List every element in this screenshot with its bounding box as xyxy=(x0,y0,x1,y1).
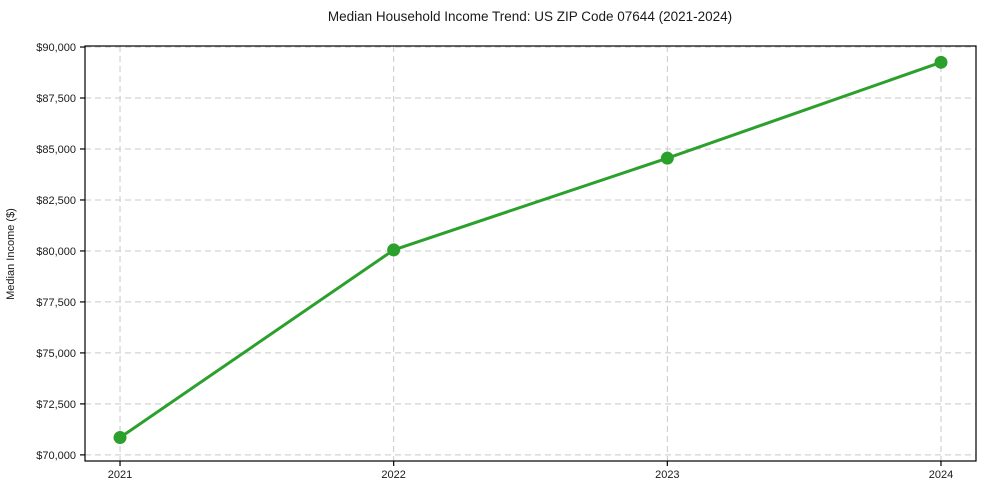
y-tick-label: $85,000 xyxy=(36,144,76,156)
y-tick-label: $70,000 xyxy=(36,450,76,462)
x-tick-label: 2023 xyxy=(655,469,679,481)
y-axis-label: Median Income ($) xyxy=(5,208,17,300)
chart-title: Median Household Income Trend: US ZIP Co… xyxy=(328,9,732,24)
data-point-marker xyxy=(387,243,401,257)
y-tick-label: $77,500 xyxy=(36,297,76,309)
trend-line xyxy=(118,60,943,440)
y-tick-label: $82,500 xyxy=(36,195,76,207)
data-point-marker xyxy=(934,55,948,69)
x-tick-label: 2024 xyxy=(929,469,953,481)
y-tick-label: $87,500 xyxy=(36,93,76,105)
y-tick-label: $80,000 xyxy=(36,246,76,258)
data-point-marker xyxy=(660,151,674,165)
data-point-marker xyxy=(113,431,127,445)
x-tick-label: 2022 xyxy=(381,469,405,481)
plot-border xyxy=(84,45,977,462)
x-tick-label: 2021 xyxy=(108,469,132,481)
y-tick-label: $72,500 xyxy=(36,399,76,411)
y-tick-label: $75,000 xyxy=(36,348,76,360)
y-tick-label: $90,000 xyxy=(36,42,76,54)
plot-area: $70,000 $72,500 $75,000 $77,500 $80,000 $82,5… xyxy=(36,42,977,481)
